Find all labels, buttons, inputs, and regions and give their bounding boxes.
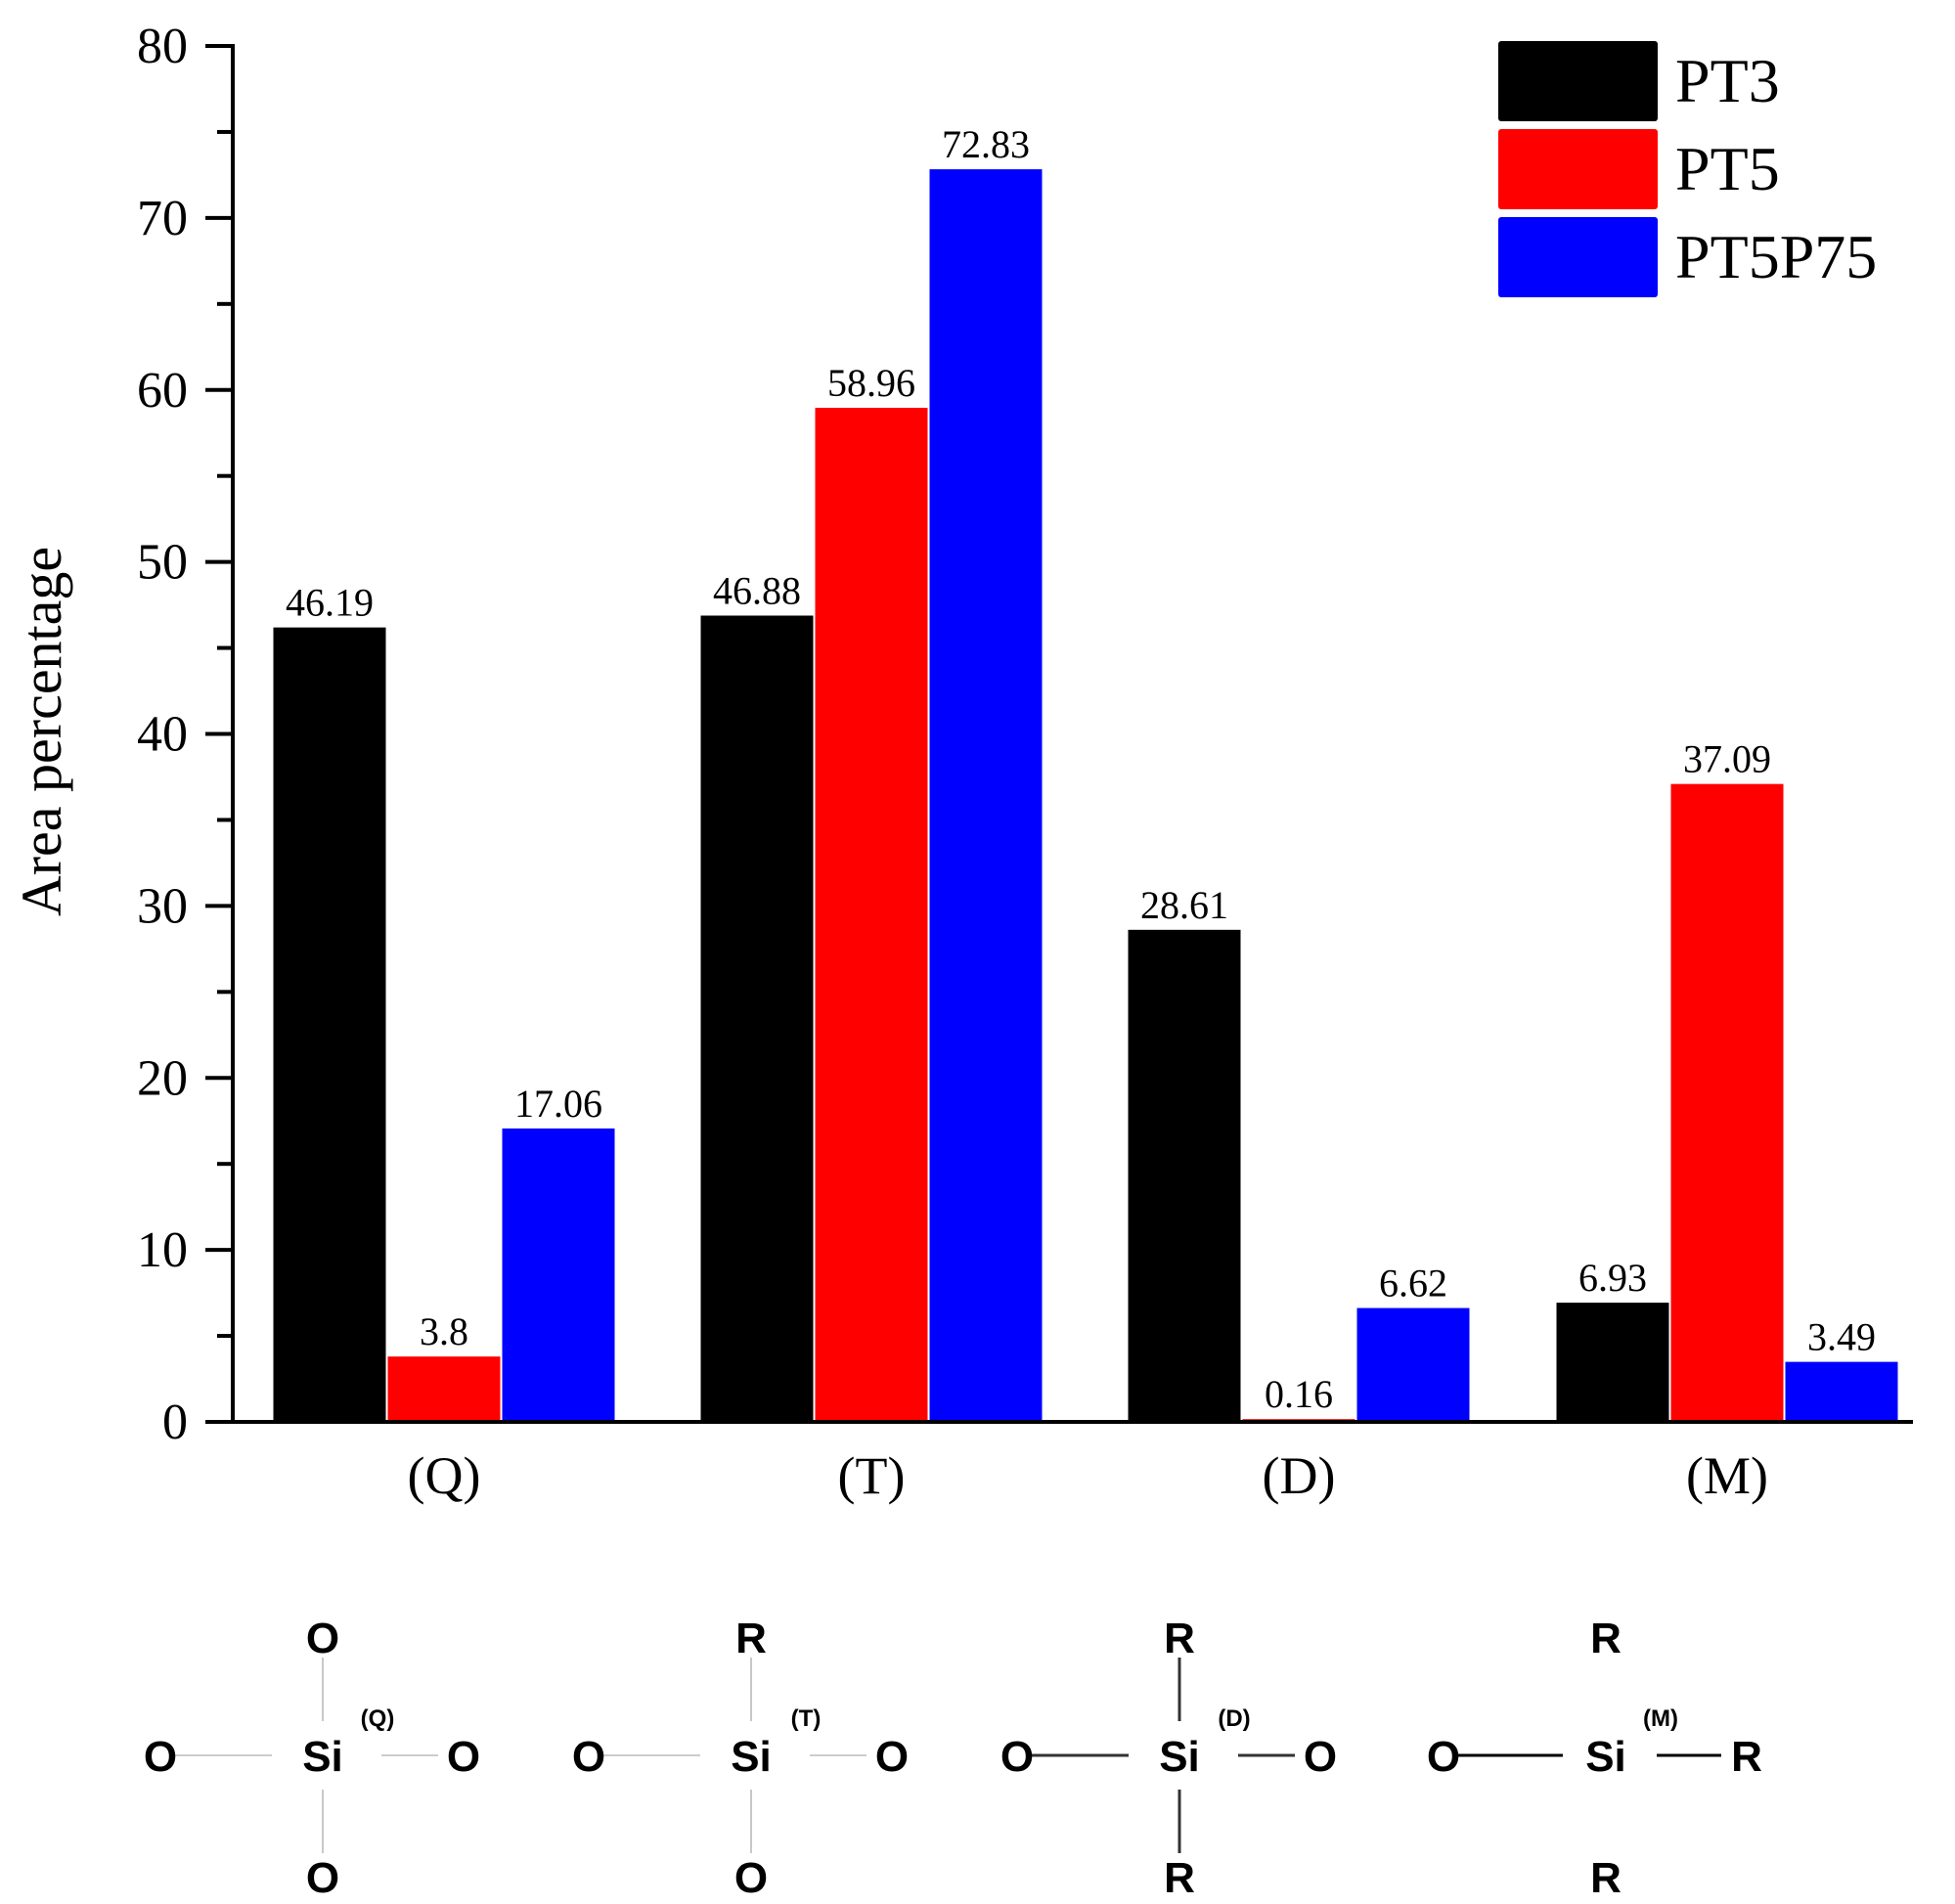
atom-top: O bbox=[306, 1615, 339, 1662]
atom-right: O bbox=[875, 1733, 909, 1781]
bar-value-label: 58.96 bbox=[827, 361, 915, 405]
bar-value-label: 3.8 bbox=[420, 1309, 468, 1353]
atom-top: R bbox=[1590, 1615, 1622, 1662]
structure-superscript: (T) bbox=[791, 1705, 822, 1732]
atom-bottom: O bbox=[734, 1854, 768, 1902]
y-tick-label: 50 bbox=[137, 535, 188, 591]
y-tick-label: 0 bbox=[162, 1395, 188, 1450]
structure-superscript: (Q) bbox=[361, 1705, 395, 1732]
atom-bottom: R bbox=[1164, 1854, 1195, 1902]
structure-2: R R O O Si (D) bbox=[1000, 1615, 1337, 1902]
bars-layer bbox=[273, 169, 1898, 1422]
bar-value-label: 46.19 bbox=[286, 581, 374, 625]
bar-pt3-3 bbox=[1556, 1303, 1669, 1422]
x-tick-label: (D) bbox=[1263, 1446, 1336, 1505]
silicon-structures: O O O O Si (Q) R O O O Si (T) R R O O Si (D) R R O R Si (M) bbox=[144, 1615, 1762, 1902]
bar-pt5p75-0 bbox=[502, 1128, 615, 1422]
legend-label: PT5P75 bbox=[1675, 222, 1877, 291]
atom-center: Si bbox=[1159, 1733, 1200, 1781]
bar-pt3-2 bbox=[1128, 929, 1241, 1422]
atom-center: Si bbox=[1585, 1733, 1626, 1781]
bar-pt5p75-2 bbox=[1356, 1307, 1470, 1422]
legend-label: PT3 bbox=[1675, 46, 1780, 115]
bar-value-label: 6.62 bbox=[1379, 1262, 1447, 1306]
bar-value-label: 6.93 bbox=[1578, 1256, 1647, 1300]
bar-labels-layer: 46.19 3.8 17.06 46.88 58.96 72.83 28.61 0.16 6.6… bbox=[286, 122, 1876, 1416]
axes-layer: (Q) (T) (D) (M) 0 10 20 30 40 50 60 70 80 bbox=[137, 19, 1913, 1505]
bar-value-label: 28.61 bbox=[1140, 883, 1228, 927]
atom-bottom: R bbox=[1590, 1854, 1622, 1902]
atom-left: O bbox=[1000, 1733, 1034, 1781]
atom-right: O bbox=[1304, 1733, 1337, 1781]
bar-value-label: 3.49 bbox=[1807, 1315, 1876, 1359]
atom-left: O bbox=[1427, 1733, 1460, 1781]
structure-0: O O O O Si (Q) bbox=[144, 1615, 480, 1902]
y-tick-label: 60 bbox=[137, 363, 188, 419]
legend-swatch-pt3 bbox=[1498, 41, 1658, 121]
structure-superscript: (M) bbox=[1643, 1705, 1678, 1732]
atom-top: R bbox=[735, 1615, 767, 1662]
legend-label: PT5 bbox=[1675, 134, 1780, 203]
bar-value-label: 37.09 bbox=[1683, 737, 1771, 781]
x-tick-label: (T) bbox=[838, 1446, 906, 1505]
bar-pt5-3 bbox=[1670, 783, 1784, 1422]
y-tick-label: 70 bbox=[137, 191, 188, 246]
legend: PT3 PT5 PT5P75 bbox=[1498, 41, 1877, 297]
bar-value-label: 46.88 bbox=[713, 568, 801, 612]
bar-value-label: 0.16 bbox=[1265, 1372, 1333, 1416]
bar-value-label: 72.83 bbox=[942, 122, 1030, 166]
x-tick-label: (Q) bbox=[408, 1446, 481, 1505]
legend-swatch-pt5 bbox=[1498, 129, 1658, 209]
structure-1: R O O O Si (T) bbox=[572, 1615, 909, 1902]
bar-pt3-1 bbox=[700, 615, 814, 1422]
bar-pt3-0 bbox=[273, 627, 386, 1422]
legend-swatch-pt5p75 bbox=[1498, 217, 1658, 297]
y-tick-label: 20 bbox=[137, 1050, 188, 1106]
atom-left: O bbox=[572, 1733, 605, 1781]
atom-top: R bbox=[1164, 1615, 1195, 1662]
y-tick-label: 10 bbox=[137, 1222, 188, 1278]
atom-right: R bbox=[1731, 1733, 1762, 1781]
atom-center: Si bbox=[302, 1733, 343, 1781]
bar-pt5p75-3 bbox=[1785, 1361, 1898, 1422]
atom-center: Si bbox=[731, 1733, 772, 1781]
x-tick-label: (M) bbox=[1686, 1446, 1768, 1505]
atom-left: O bbox=[144, 1733, 177, 1781]
y-axis-label: Area percentage bbox=[10, 547, 73, 916]
atom-bottom: O bbox=[306, 1854, 339, 1902]
bar-pt5p75-1 bbox=[929, 169, 1043, 1422]
y-tick-label: 80 bbox=[137, 19, 188, 74]
atom-right: O bbox=[447, 1733, 480, 1781]
bar-value-label: 17.06 bbox=[514, 1082, 602, 1126]
bar-pt5-0 bbox=[387, 1356, 501, 1422]
y-tick-label: 30 bbox=[137, 878, 188, 934]
structure-superscript: (D) bbox=[1218, 1705, 1250, 1732]
bar-pt5-1 bbox=[815, 408, 928, 1422]
structure-3: R R O R Si (M) bbox=[1427, 1615, 1762, 1902]
y-tick-label: 40 bbox=[137, 707, 188, 763]
